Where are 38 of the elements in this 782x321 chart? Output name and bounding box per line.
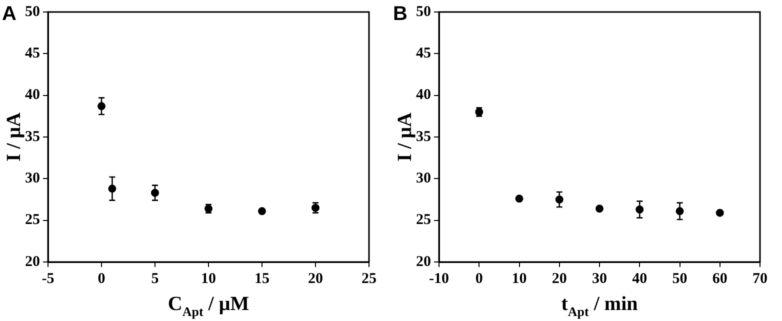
y-tick-label: 30 — [416, 170, 431, 187]
y-tick-label: 30 — [25, 170, 40, 187]
x-tick-label: 50 — [672, 270, 688, 287]
y-tick-label: 45 — [25, 46, 40, 62]
point — [596, 204, 604, 213]
y-tick-label: 20 — [25, 254, 40, 270]
chart-title: A — [2, 3, 16, 25]
x-tick-label: 5 — [151, 270, 159, 287]
y-tick-label: 40 — [416, 87, 431, 104]
x-tick-label: 20 — [552, 270, 567, 287]
y-tick-label: 50 — [416, 4, 431, 20]
y-tick-label: 25 — [416, 212, 431, 228]
point — [515, 194, 524, 203]
x-tick-label: 0 — [98, 270, 106, 287]
y-tick-label: 25 — [25, 212, 40, 228]
x-tick-label: 70 — [752, 270, 768, 287]
x-tick-label: 0 — [475, 270, 483, 287]
y-tick-label: 40 — [25, 87, 40, 104]
y-tick-label: 20 — [416, 254, 431, 270]
point — [716, 208, 724, 217]
x-tick-label: -5 — [42, 270, 54, 287]
y-tick-label: 45 — [416, 46, 431, 62]
x-tick-label: 40 — [632, 270, 648, 287]
point — [258, 207, 266, 216]
y-tick-label: 50 — [25, 4, 40, 20]
x-tick-label: 25 — [362, 270, 376, 287]
x-tick-label: -10 — [429, 270, 449, 287]
y-tick-label: 35 — [25, 128, 40, 145]
chart-title: B — [393, 3, 408, 25]
y-axis-title: I / μA — [394, 112, 416, 162]
y-tick-label: 35 — [416, 128, 431, 145]
x-tick-label: 60 — [712, 270, 728, 287]
x-tick-label: 20 — [308, 270, 323, 287]
y-axis-title: I / μA — [3, 112, 25, 162]
x-tick-label: 30 — [592, 270, 607, 287]
x-tick-label: 15 — [254, 270, 270, 287]
x-tick-label: 10 — [201, 270, 216, 287]
x-tick-label: 10 — [512, 270, 527, 287]
